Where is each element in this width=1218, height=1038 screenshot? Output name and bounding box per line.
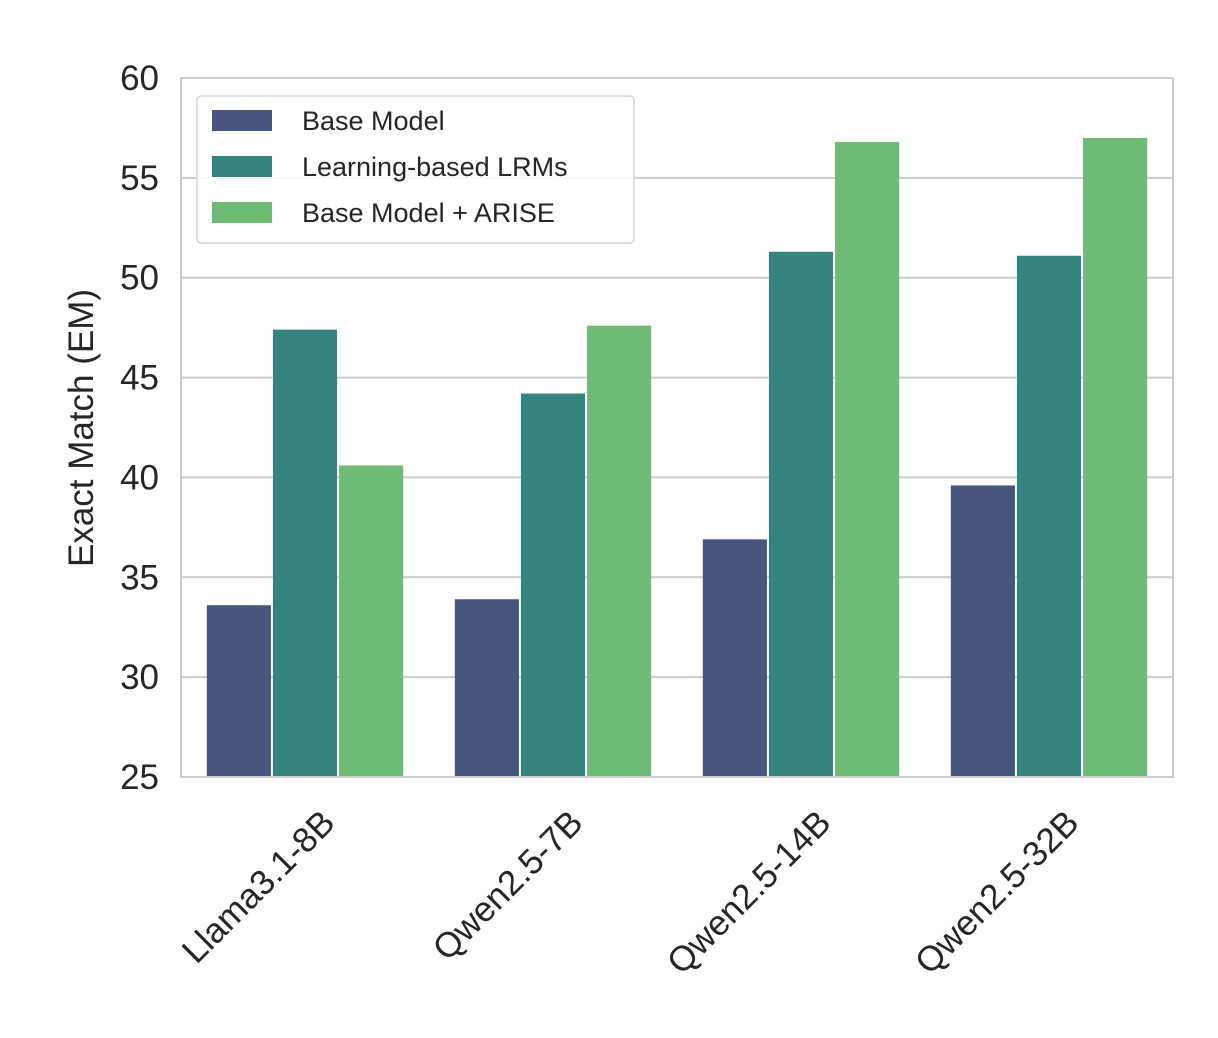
legend-label: Base Model + ARISE: [302, 198, 555, 228]
y-tick-label: 50: [120, 259, 159, 298]
bar-qwen2-5-14b-series-1: [768, 251, 834, 777]
bar-qwen2-5-14b-series-0: [702, 539, 767, 777]
bar-qwen2-5-7b-series-1: [520, 393, 586, 777]
legend: Base Model Learning-based LRMs Base Model …: [196, 95, 635, 244]
legend-label: Learning-based LRMs: [302, 152, 568, 182]
x-tick-label: Qwen2.5-7B: [425, 803, 590, 968]
x-tick-label: Qwen2.5-14B: [660, 803, 839, 982]
y-tick-label: 30: [120, 658, 159, 697]
x-tick-label: Llama3.1-8B: [175, 803, 343, 971]
y-tick-label: 60: [120, 59, 159, 98]
legend-label: Base Model: [302, 106, 445, 136]
y-axis-label: Exact Match (EM): [62, 289, 101, 567]
bar-qwen2-5-32b-series-1: [1016, 255, 1082, 777]
bar-llama3-1-8b-series-1: [272, 329, 338, 777]
y-tick-label: 35: [120, 558, 159, 597]
bar-qwen2-5-32b-series-0: [950, 485, 1015, 777]
legend-swatch: [212, 202, 272, 223]
bars: [206, 137, 1148, 777]
bar-qwen2-5-32b-series-2: [1083, 137, 1148, 777]
bar-qwen2-5-14b-series-2: [835, 141, 900, 777]
x-tick-label: Qwen2.5-32B: [908, 803, 1087, 982]
y-tick-label: 25: [120, 758, 159, 797]
legend-swatch: [212, 110, 272, 131]
bar-qwen2-5-7b-series-2: [587, 325, 652, 777]
bar-qwen2-5-7b-series-0: [454, 599, 519, 777]
bar-llama3-1-8b-series-2: [339, 465, 404, 777]
legend-box: [196, 95, 635, 244]
bar-llama3-1-8b-series-0: [206, 605, 271, 777]
y-tick-label: 45: [120, 359, 159, 398]
plot-frame: [180, 77, 1174, 778]
y-tick-label: 55: [120, 159, 159, 198]
x-tick-labels: Llama3.1-8B Qwen2.5-7B Qwen2.5-14B Qwen2.5-…: [175, 803, 1087, 982]
y-tick-label: 40: [120, 458, 159, 497]
legend-swatch: [212, 156, 272, 177]
y-tick-labels: 25 30 35 40 45 50 55 60: [120, 59, 159, 797]
